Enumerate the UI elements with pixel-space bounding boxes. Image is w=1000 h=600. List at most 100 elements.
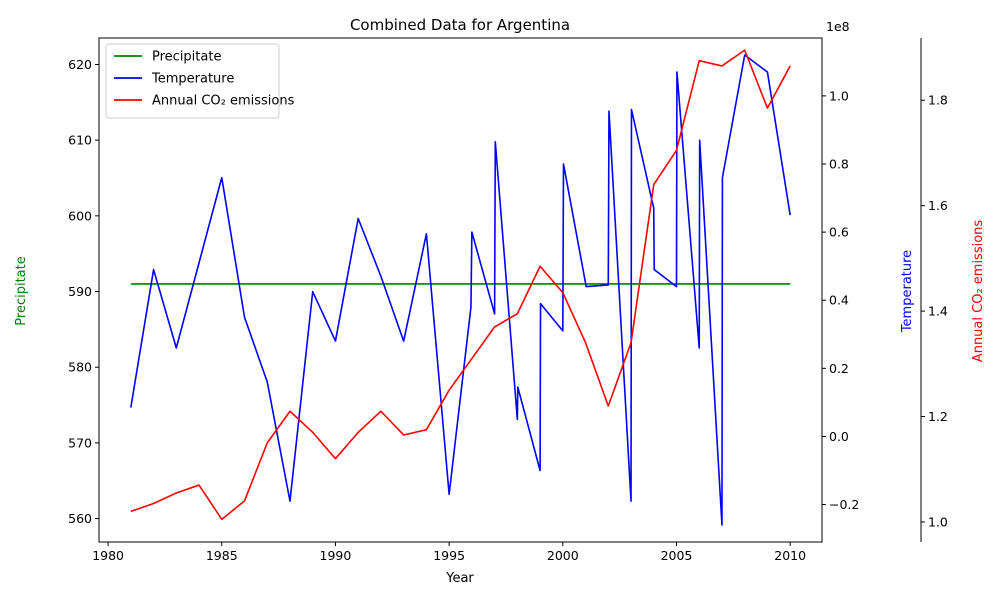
series-2-point-18 bbox=[539, 266, 540, 267]
left-tick-label-6: 620 bbox=[68, 57, 92, 72]
series-2-point-21 bbox=[608, 405, 609, 406]
series-2-point-8 bbox=[312, 432, 313, 433]
series-2-point-10 bbox=[358, 432, 359, 433]
series-2-point-5 bbox=[244, 500, 245, 501]
series-1-point-1 bbox=[153, 269, 154, 270]
left-tick-label-2: 580 bbox=[68, 360, 92, 375]
series-1-point-7 bbox=[289, 501, 290, 502]
right1-tick-label-4: 0.6 bbox=[829, 225, 849, 240]
series-2-point-16 bbox=[494, 326, 495, 327]
left-axis-title: Precipitate bbox=[14, 256, 29, 325]
series-2-point-15 bbox=[471, 358, 472, 359]
series-2-point-1 bbox=[153, 503, 154, 504]
series-1-point-0 bbox=[130, 407, 131, 408]
series-0-point-0 bbox=[130, 283, 131, 284]
right1-offset-text: 1e8 bbox=[826, 19, 850, 34]
right1-tick-label-3: 0.4 bbox=[829, 293, 849, 308]
series-1-point-10 bbox=[358, 218, 359, 219]
series-2-point-26 bbox=[721, 65, 722, 66]
x-tick-label-4: 2000 bbox=[547, 548, 579, 563]
series-1-point-15 bbox=[470, 306, 471, 307]
plot-frame bbox=[98, 37, 823, 543]
series-1-point-38 bbox=[722, 177, 723, 178]
chart-title: Combined Data for Argentina bbox=[350, 16, 570, 34]
series-2-point-3 bbox=[198, 484, 199, 485]
x-tick-label-1: 1985 bbox=[206, 548, 238, 563]
series-2-point-0 bbox=[130, 511, 131, 512]
series-1-point-5 bbox=[244, 317, 245, 318]
series-2-point-17 bbox=[517, 313, 518, 314]
series-1-point-34 bbox=[676, 71, 677, 72]
series-1-point-26 bbox=[586, 286, 587, 287]
series-1-point-25 bbox=[585, 283, 586, 284]
series-line-1 bbox=[130, 54, 791, 526]
series-2-point-24 bbox=[676, 150, 677, 151]
series-2-point-27 bbox=[744, 50, 745, 51]
series-1-point-35 bbox=[699, 347, 700, 348]
legend-label-0: Precipitate bbox=[152, 50, 221, 65]
right1-tick-label-2: 0.2 bbox=[829, 361, 849, 376]
series-layer bbox=[130, 49, 791, 526]
series-1-point-33 bbox=[676, 286, 677, 287]
series-1-point-6 bbox=[267, 381, 268, 382]
x-tick-label-3: 1995 bbox=[433, 548, 465, 563]
series-2-point-20 bbox=[585, 342, 586, 343]
left-tick-label-3: 590 bbox=[68, 284, 92, 299]
series-2-point-4 bbox=[221, 519, 222, 520]
right1-axis-title: Temperature bbox=[900, 250, 915, 333]
series-1-point-11 bbox=[380, 276, 381, 277]
right2-tick-label-0: 1.0 bbox=[928, 514, 948, 529]
x-tick-label-0: 1980 bbox=[92, 548, 124, 563]
series-0-point-1 bbox=[790, 283, 791, 284]
series-1-point-17 bbox=[494, 313, 495, 314]
right2-tick-label-4: 1.8 bbox=[928, 93, 948, 108]
series-1-point-39 bbox=[744, 54, 745, 55]
series-1-point-28 bbox=[608, 111, 609, 112]
series-1-point-41 bbox=[790, 214, 791, 215]
legend-box bbox=[105, 43, 280, 119]
left-tick-label-0: 560 bbox=[68, 511, 92, 526]
series-2-point-6 bbox=[267, 442, 268, 443]
right2-axis-title: Annual CO₂ emissions bbox=[971, 220, 986, 363]
series-2-point-14 bbox=[449, 390, 450, 391]
series-2-point-7 bbox=[289, 411, 290, 412]
series-1-point-36 bbox=[699, 140, 700, 141]
series-1-point-19 bbox=[517, 419, 518, 420]
axes-layer: 1980 1985 1990 1995 2000 2005 2010 560 570 580 590… bbox=[68, 37, 948, 563]
legend: Precipitate Temperature Annual CO₂ emissio… bbox=[105, 43, 295, 119]
left-tick-label-5: 610 bbox=[68, 133, 92, 148]
series-2-point-2 bbox=[176, 492, 177, 493]
series-1-point-2 bbox=[176, 347, 177, 348]
series-1-point-22 bbox=[540, 303, 541, 304]
right1-tick-label-6: 1.0 bbox=[829, 88, 849, 103]
series-1-point-16 bbox=[471, 232, 472, 233]
series-2-point-9 bbox=[335, 458, 336, 459]
series-1-point-40 bbox=[767, 71, 768, 72]
series-1-point-8 bbox=[312, 291, 313, 292]
series-1-point-18 bbox=[495, 141, 496, 142]
series-2-point-12 bbox=[403, 434, 404, 435]
right1-tick-label-5: 0.8 bbox=[829, 157, 849, 172]
series-2-point-29 bbox=[790, 65, 791, 66]
series-1-point-14 bbox=[449, 494, 450, 495]
series-1-point-21 bbox=[539, 470, 540, 471]
series-1-point-27 bbox=[608, 284, 609, 285]
series-1-point-9 bbox=[335, 340, 336, 341]
series-1-point-24 bbox=[563, 163, 564, 164]
series-2-point-13 bbox=[426, 429, 427, 430]
series-1-point-3 bbox=[198, 262, 199, 263]
x-axis-title: Year bbox=[445, 571, 474, 586]
series-1-point-12 bbox=[403, 340, 404, 341]
series-1-point-13 bbox=[426, 233, 427, 234]
series-2-point-19 bbox=[562, 292, 563, 293]
x-tick-label-6: 2010 bbox=[774, 548, 806, 563]
series-2-point-28 bbox=[767, 108, 768, 109]
x-tick-label-2: 1990 bbox=[320, 548, 352, 563]
right2-tick-label-3: 1.6 bbox=[928, 198, 948, 213]
series-1-point-20 bbox=[517, 386, 518, 387]
series-1-point-29 bbox=[630, 501, 631, 502]
right2-tick-label-2: 1.4 bbox=[928, 304, 948, 319]
series-line-2 bbox=[130, 49, 791, 521]
series-1-point-30 bbox=[631, 109, 632, 110]
